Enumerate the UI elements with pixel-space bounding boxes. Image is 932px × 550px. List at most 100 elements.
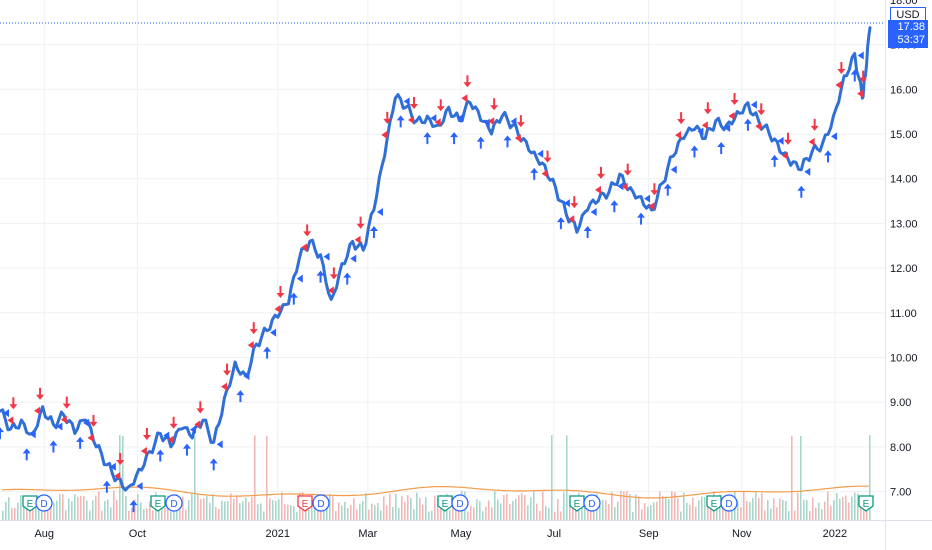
volume-bar [71,501,73,520]
volume-bar [701,496,703,520]
volume-bar [374,505,376,520]
dividend-marker[interactable]: D [35,494,53,512]
volume-bar [206,495,208,520]
volume-bar [20,495,22,520]
volume-bar [548,507,550,520]
volume-bar [416,492,418,520]
time-tick-label: Nov [732,528,752,540]
dividend-marker[interactable]: D [312,494,330,512]
volume-bar [332,495,334,520]
volume-bar [185,510,187,520]
dividend-marker[interactable]: D [451,494,469,512]
volume-bar [239,503,241,520]
earnings-marker[interactable]: E [858,495,874,512]
signal-triangle-icon [777,136,784,145]
earnings-marker[interactable]: E [706,495,722,512]
svg-text:D: D [725,499,732,510]
volume-bar [380,510,382,520]
volume-bar [140,502,142,520]
volume-bar [350,504,352,520]
svg-text:D: D [170,499,177,510]
volume-bar [32,505,34,520]
volume-bar [272,500,274,520]
volume-bar [362,501,364,520]
volume-bar [767,499,769,520]
price-axis[interactable]: 18.0017.0016.0015.0014.0013.0012.0011.00… [890,0,918,499]
volume-bar [467,511,469,520]
volume-bar [56,500,58,520]
volume-bar [110,507,112,520]
volume-bar [536,503,538,520]
earnings-marker[interactable]: E [297,495,313,512]
volume-bar [761,492,763,520]
volume-bar [188,500,190,520]
signal-triangle-icon [274,304,281,313]
volume-bar [674,492,676,520]
volume-bar [776,507,778,520]
volume-bar [788,511,790,520]
volume-bar [869,435,871,520]
buy-arrow-icon [583,225,592,238]
earnings-marker[interactable]: E [150,495,166,512]
earnings-marker[interactable]: E [437,495,453,512]
svg-text:E: E [574,499,581,510]
volume-bar [8,497,10,520]
volume-bar [377,502,379,520]
volume-bar [821,509,823,520]
volume-bar [515,498,517,520]
volume-bar [539,510,541,520]
buy-arrow-icon [156,449,165,462]
volume-bar [233,498,235,520]
earnings-marker[interactable]: E [22,495,38,512]
earnings-marker[interactable]: E [569,495,585,512]
volume-bar [497,499,499,520]
signal-triangle-icon [323,252,330,261]
dividend-marker[interactable]: D [720,494,738,512]
signal-triangle-icon [483,118,490,127]
volume-bar [65,510,67,520]
signal-triangle-icon [221,382,228,391]
buy-arrow-icon [797,185,806,198]
sell-arrow-icon [650,183,659,196]
volume-bar [95,495,97,520]
sell-arrow-icon [36,387,45,400]
time-axis[interactable]: Aug Oct 2021 Mar May Jul Sep Nov 2022 [34,528,847,540]
volume-bar [617,501,619,520]
volume-bar [38,500,40,520]
dividend-marker[interactable]: D [165,494,183,512]
volume-bar [482,511,484,520]
volume-bar [338,502,340,520]
volume-bar [494,491,496,520]
signal-triangle-icon [697,127,704,136]
sell-arrow-icon [89,414,98,427]
volume-bar [74,494,76,520]
currency-label[interactable]: USD [890,7,926,21]
signal-triangle-icon [34,406,41,415]
sell-arrow-icon [383,111,392,124]
sell-arrow-icon [410,96,419,109]
volume-bar [320,507,322,520]
volume-bar [452,495,454,520]
volume-bar [689,504,691,520]
volume-bar [524,495,526,520]
volume-bar [764,510,766,520]
signal-triangle-icon [430,114,437,123]
signal-triangle-icon [594,185,601,194]
volume-bar [521,492,523,520]
volume-bar [614,507,616,520]
dividend-marker[interactable]: D [583,494,601,512]
sell-arrow-icon [596,166,605,179]
volume-bar [311,503,313,520]
volume-bar [488,500,490,520]
volume-bar [164,508,166,520]
volume-bar [791,435,793,520]
volume-bar [653,502,655,520]
signal-triangle-icon [728,112,735,121]
volume-bar [59,493,61,520]
buy-arrow-icon [369,225,378,238]
volume-bar [269,498,271,520]
volume-bar [554,511,556,520]
volume-bar [77,496,79,520]
